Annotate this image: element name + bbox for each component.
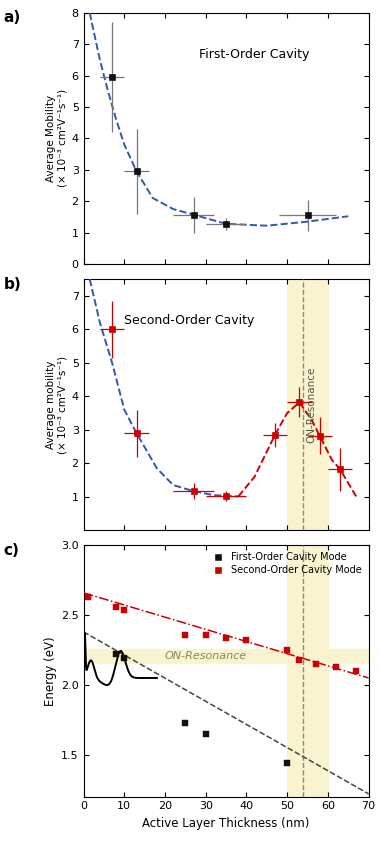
Bar: [287, 279, 328, 530]
Point: [223, 630, 229, 644]
Point: [284, 643, 290, 657]
Point: [85, 590, 91, 604]
Point: [333, 660, 339, 674]
Bar: [84, 648, 369, 663]
Text: ON-Resonance: ON-Resonance: [165, 651, 247, 660]
Point: [113, 600, 119, 613]
Point: [121, 602, 127, 616]
Point: [113, 648, 119, 661]
Text: b): b): [4, 277, 22, 291]
Y-axis label: Average Mobility
(× 10⁻³ cm²V⁻¹s⁻¹): Average Mobility (× 10⁻³ cm²V⁻¹s⁻¹): [46, 89, 67, 187]
Point: [284, 757, 290, 770]
Legend: First-Order Cavity Mode, Second-Order Cavity Mode: First-Order Cavity Mode, Second-Order Ca…: [207, 550, 364, 577]
Point: [182, 716, 188, 729]
Point: [313, 657, 319, 671]
X-axis label: Active Layer Thickness (nm): Active Layer Thickness (nm): [142, 817, 310, 830]
Text: Second-Order Cavity: Second-Order Cavity: [124, 314, 254, 327]
Y-axis label: Average mobility
(× 10⁻³ cm²V⁻¹s⁻¹): Average mobility (× 10⁻³ cm²V⁻¹s⁻¹): [46, 355, 67, 454]
Point: [203, 727, 209, 740]
Point: [182, 628, 188, 642]
Point: [296, 653, 302, 666]
Text: a): a): [4, 10, 21, 26]
Point: [203, 628, 209, 642]
Text: First-Order Cavity: First-Order Cavity: [200, 48, 310, 61]
Text: ON-Resonance: ON-Resonance: [307, 366, 317, 443]
Y-axis label: Energy (eV): Energy (eV): [44, 636, 57, 705]
Point: [121, 652, 127, 665]
Point: [244, 634, 250, 648]
Text: c): c): [4, 543, 20, 558]
Bar: [287, 545, 328, 797]
Point: [353, 665, 359, 678]
